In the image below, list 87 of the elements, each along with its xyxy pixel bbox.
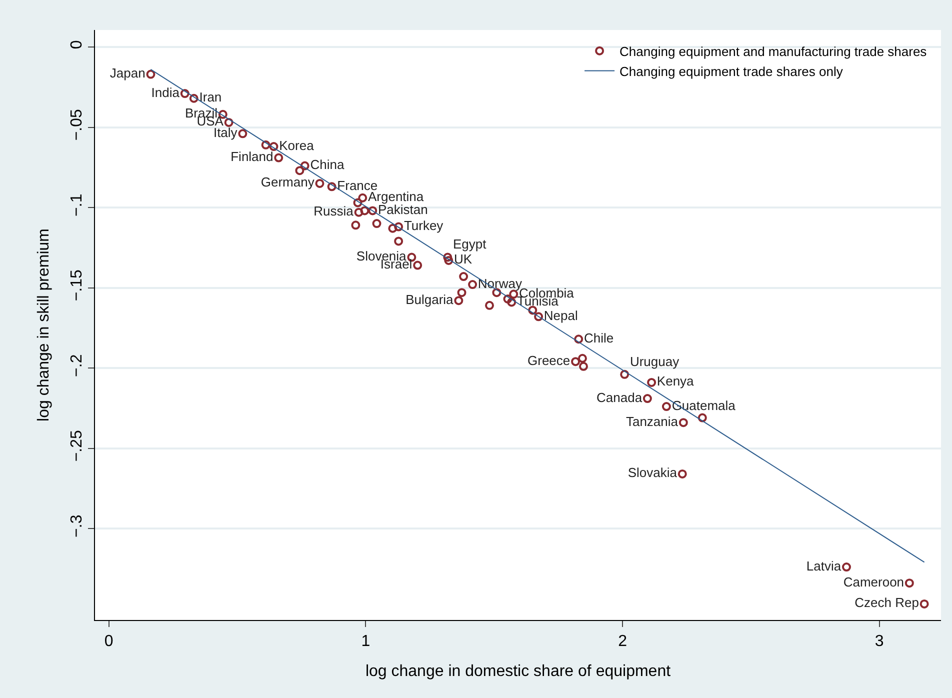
point	[459, 272, 468, 282]
data-label: Greece	[528, 352, 570, 368]
point	[920, 599, 929, 608]
point	[413, 260, 422, 270]
data-label: Finland	[230, 149, 274, 164]
point	[484, 300, 494, 310]
data-label: Bulgaria	[406, 292, 454, 307]
legend-label: Changing equipment and manufacturing trade shares	[620, 44, 928, 59]
point	[394, 222, 404, 232]
data-label: Italy	[213, 124, 238, 140]
y-tick-label: −.25	[68, 430, 86, 462]
data-label: Korea	[279, 138, 315, 153]
data-label: UK	[454, 252, 472, 267]
point	[295, 166, 304, 176]
data-label: Turkey	[404, 218, 444, 234]
point	[468, 280, 478, 290]
data-label: Japan	[110, 66, 146, 81]
point	[353, 198, 362, 208]
point	[368, 206, 378, 216]
point	[454, 296, 464, 306]
point	[354, 208, 364, 217]
point	[327, 182, 336, 192]
data-label: Iran	[199, 90, 222, 105]
data-label: Latvia	[806, 558, 842, 574]
data-label: Kenya	[656, 374, 695, 389]
point	[528, 306, 538, 315]
point	[620, 370, 630, 379]
data-label: India	[151, 84, 180, 100]
point	[180, 89, 190, 98]
x-tick-label: 2	[618, 633, 628, 650]
point	[372, 219, 382, 228]
point	[842, 562, 851, 572]
point	[534, 312, 544, 322]
point	[678, 418, 688, 428]
data-label: Egypt	[453, 236, 487, 252]
data-label: Canada	[596, 390, 643, 405]
point	[388, 224, 398, 233]
point	[698, 413, 707, 422]
y-axis-title: log change in skill premium	[36, 228, 52, 422]
point	[274, 153, 284, 162]
legend-label: Changing equipment trade shares only	[620, 64, 844, 79]
point	[578, 354, 587, 363]
y-tick-label: −.1	[68, 194, 86, 216]
data-label: Slovakia	[628, 465, 678, 480]
point	[662, 402, 671, 412]
point	[507, 298, 516, 307]
point	[394, 236, 404, 246]
data-label: Cameroon	[843, 574, 904, 590]
point	[351, 220, 360, 230]
y-tick-label: −.3	[68, 514, 86, 538]
data-label: Tanzania	[626, 414, 679, 429]
y-tick-label: −.2	[68, 354, 86, 377]
point	[238, 129, 248, 138]
data-label: Germany	[260, 174, 315, 190]
data-label: Chile	[584, 330, 614, 346]
point	[578, 362, 588, 371]
point	[261, 140, 270, 150]
x-tick-label: 3	[874, 633, 884, 650]
point	[269, 142, 278, 152]
y-tick-label: −.15	[68, 269, 86, 302]
point	[444, 256, 454, 265]
point	[904, 578, 914, 588]
point	[224, 118, 234, 127]
point	[574, 334, 584, 344]
x-tick-label: 1	[361, 633, 370, 650]
point	[189, 94, 198, 103]
y-tick-label: 0	[68, 40, 86, 50]
data-label: Uruguay	[630, 354, 680, 369]
point	[642, 394, 652, 404]
x-axis-title: log change in domestic share of equipment	[365, 662, 672, 680]
point	[315, 178, 324, 188]
point	[457, 288, 466, 298]
data-label: Russia	[314, 204, 354, 219]
point	[300, 161, 310, 170]
data-label: China	[310, 157, 345, 172]
x-tick-label: 0	[104, 633, 114, 650]
data-label: Czech Rep	[854, 595, 919, 610]
point	[503, 294, 512, 304]
point	[358, 193, 368, 202]
point	[360, 206, 370, 216]
point	[443, 252, 452, 262]
y-tick-label: −.05	[68, 108, 86, 141]
data-label: Nepal	[544, 308, 578, 323]
point	[647, 378, 656, 387]
point	[571, 357, 580, 366]
point	[146, 70, 156, 79]
point	[678, 469, 687, 478]
